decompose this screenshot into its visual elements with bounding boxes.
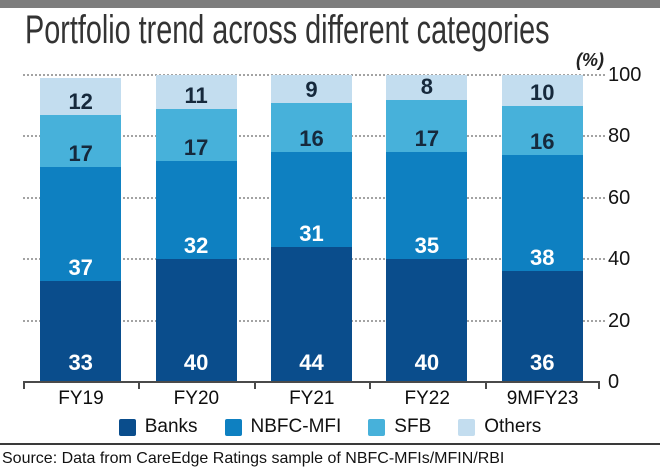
- bar-segment-others-9MFY23: 10: [501, 75, 583, 106]
- bar-segment-banks-FY21: 44: [271, 246, 352, 382]
- bar-FY22: 40 35 17 8: [386, 73, 468, 382]
- bar-segment-sfb-FY22: 17: [386, 99, 468, 152]
- legend-swatch-icon: [368, 418, 386, 436]
- y-axis-label-0: 0: [608, 371, 620, 393]
- legend-label: SFB: [394, 416, 432, 437]
- bar-FY20: 40 32 17 11: [155, 75, 237, 382]
- x-axis-tick: [484, 382, 487, 389]
- legend-item-sfb: SFB: [368, 416, 431, 438]
- y-axis-label-20: 20: [608, 309, 631, 332]
- legend-swatch-icon: [224, 418, 242, 436]
- legend-item-banks: Banks: [118, 416, 198, 438]
- bar-value-label: 8: [420, 73, 434, 99]
- bar-value-label: 12: [68, 88, 93, 114]
- x-axis-tick: [369, 382, 372, 389]
- bar-segment-sfb-FY20: 17: [155, 108, 237, 161]
- bar-value-label: 40: [183, 350, 209, 375]
- bar-segment-sfb-FY19: 17: [40, 114, 122, 168]
- bar-segment-nbfc-mfi-FY19: 37: [40, 167, 122, 281]
- bar-segment-banks-FY19: 33: [40, 280, 122, 382]
- legend-item-others: Others: [458, 416, 541, 438]
- x-axis-tick: [598, 382, 600, 389]
- bar-value-label: 17: [414, 125, 440, 151]
- x-axis-label-FY20: FY20: [173, 388, 220, 409]
- bar-value-label: 38: [530, 245, 555, 271]
- bar-segment-others-FY22: 8: [386, 73, 468, 100]
- bar-segment-sfb-9MFY23: 16: [501, 105, 583, 155]
- bar-segment-others-FY20: 11: [155, 75, 237, 109]
- x-axis-tick: [138, 382, 141, 389]
- bar-value-label: 17: [183, 134, 209, 160]
- legend-item-nbfc-mfi: NBFC-MFI: [224, 416, 342, 438]
- bar-value-label: 11: [184, 82, 208, 108]
- bar-value-label: 35: [414, 233, 440, 259]
- y-axis-label-60: 60: [608, 186, 631, 209]
- bar-segment-nbfc-mfi-FY21: 31: [271, 151, 352, 247]
- x-axis-tick: [253, 382, 256, 389]
- bar-value-label: 10: [530, 79, 555, 105]
- bar-value-label: 17: [68, 141, 93, 167]
- bar-9MFY23: 36 38 16 10: [501, 75, 583, 382]
- source-divider: [0, 443, 660, 445]
- legend-label: Others: [484, 416, 542, 437]
- legend-label: Banks: [144, 416, 198, 437]
- bar-segment-nbfc-mfi-FY22: 35: [386, 151, 468, 260]
- x-axis-label-FY21: FY21: [289, 388, 335, 409]
- bar-segment-nbfc-mfi-FY20: 32: [155, 160, 237, 260]
- bar-value-label: 16: [530, 128, 555, 154]
- bar-value-label: 31: [299, 220, 324, 246]
- bar-value-label: 40: [414, 350, 440, 375]
- bar-segment-nbfc-mfi-9MFY23: 38: [501, 154, 583, 272]
- legend-label: NBFC-MFI: [250, 416, 342, 437]
- gridline-100: [23, 74, 605, 76]
- bar-segment-sfb-FY21: 16: [271, 102, 352, 152]
- legend-swatch-icon: [118, 418, 136, 436]
- bar-value-label: 16: [299, 125, 324, 151]
- bar-value-label: 33: [68, 350, 93, 375]
- bar-value-label: 44: [299, 350, 324, 375]
- y-axis-label-80: 80: [608, 125, 631, 148]
- x-axis-tick: [23, 382, 25, 389]
- chart-title: Portfolio trend across different categor…: [25, 8, 660, 53]
- bar-value-label: 9: [305, 76, 318, 102]
- bar-segment-banks-FY20: 40: [155, 259, 237, 382]
- x-axis-label-FY22: FY22: [404, 388, 450, 409]
- bar-value-label: 37: [68, 254, 93, 280]
- bar-segment-others-FY19: 12: [40, 78, 122, 115]
- bar-segment-banks-FY22: 40: [386, 259, 468, 382]
- bar-segment-others-FY21: 9: [271, 75, 352, 103]
- y-axis-label-40: 40: [608, 248, 631, 271]
- x-axis-label-FY19: FY19: [58, 388, 104, 409]
- legend-swatch-icon: [458, 418, 476, 436]
- bar-value-label: 32: [183, 233, 209, 259]
- top-divider-bar: [0, 0, 660, 8]
- plot-area: 33 37 17 12 40 32 17 11 44 31 16 9 40 35 17 8 36 38 16 10: [23, 73, 605, 389]
- legend: Banks NBFC-MFI SFB Others: [0, 416, 660, 438]
- chart-title-text: Portfolio trend across different categor…: [25, 8, 550, 52]
- unit-percent-label: (%): [576, 50, 604, 70]
- source-note: Source: Data from CareEdge Ratings sampl…: [2, 450, 505, 467]
- x-axis-label-9MFY23: 9MFY23: [506, 388, 579, 409]
- bar-FY19: 33 37 17 12: [40, 75, 122, 382]
- bar-segment-banks-9MFY23: 36: [501, 271, 583, 382]
- y-axis-label-100: 100: [608, 64, 642, 86]
- x-axis-line: [23, 381, 600, 383]
- bar-FY21: 44 31 16 9: [271, 75, 352, 382]
- bar-value-label: 36: [530, 350, 555, 375]
